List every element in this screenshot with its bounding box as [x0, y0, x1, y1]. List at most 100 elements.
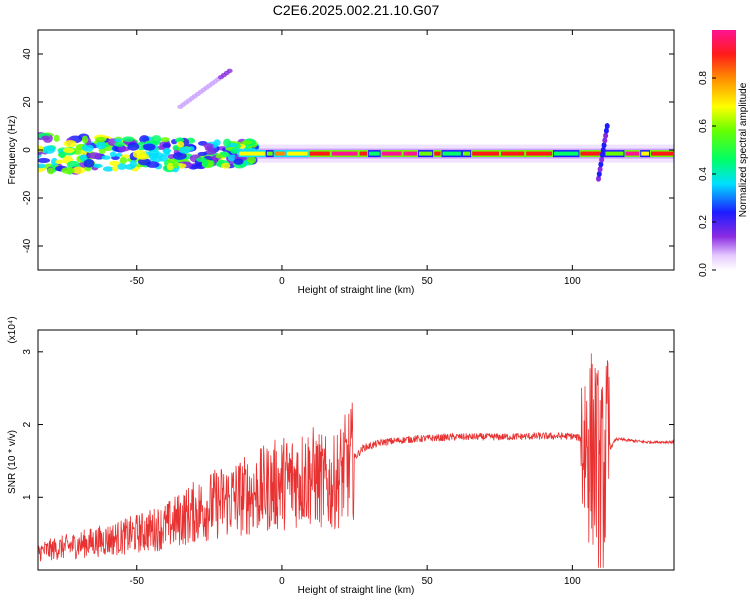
colorbar-tick-label: 0.0 — [698, 263, 709, 277]
ridge-core — [605, 151, 624, 156]
spectrogram-blob — [94, 136, 107, 143]
ridge-core — [359, 151, 368, 156]
spectrogram-spike — [601, 142, 607, 149]
spectrogram-blob — [117, 146, 130, 152]
spectrogram-blob — [101, 155, 111, 160]
spectrogram-blob — [38, 145, 44, 152]
y-tick-label: 2 — [22, 421, 33, 427]
spectrogram-blob — [41, 135, 50, 140]
spectrogram-blob — [72, 166, 86, 175]
colorbar-ticks: 0.0 0.2 0.4 0.6 0.8 — [698, 71, 716, 277]
spectrogram-blob — [247, 155, 257, 164]
spectrogram-blob — [129, 159, 137, 169]
spectrogram-blob — [51, 157, 58, 167]
ridge-core — [434, 151, 441, 156]
spectrogram-ylabel: Frequency (Hz) — [7, 116, 18, 185]
spectrogram-spike — [603, 132, 609, 139]
ridge-core — [403, 151, 418, 156]
snr-ylabel: SNR (10 * v/v) — [7, 430, 18, 494]
ridge-core — [526, 151, 552, 156]
ridge-core — [625, 151, 640, 156]
ridge-core — [553, 151, 579, 156]
ridge-core — [239, 151, 265, 156]
spectrogram-blob — [115, 152, 123, 158]
ridge-core — [331, 151, 358, 156]
colorbar-label: Normalized spectral amplitude — [738, 82, 749, 217]
snr-multiplier: (x10⁴) — [7, 316, 18, 343]
spectrogram-blob — [47, 167, 55, 175]
spectrogram-blob — [92, 163, 103, 168]
ridge-core — [286, 151, 308, 156]
spectrogram-content — [38, 68, 674, 182]
colorbar-gradient — [712, 30, 736, 270]
spectrogram-spike — [602, 137, 608, 144]
spectrogram-blob — [233, 158, 244, 165]
ridge-core — [442, 151, 461, 156]
ridge-core — [266, 151, 273, 156]
spectrogram-blob — [102, 166, 114, 172]
ridge-core — [641, 151, 649, 156]
ridge-core — [419, 151, 433, 156]
spectrogram-blob — [122, 136, 135, 142]
spectrogram-blob — [163, 147, 171, 157]
spectrogram-blob — [38, 150, 44, 155]
spectrogram-ticks: -50 0 50 100 -40 -20 0 20 40 — [22, 30, 674, 287]
x-tick-label: 100 — [564, 576, 581, 587]
spectrogram-spike — [598, 161, 604, 168]
y-tick-label: -40 — [22, 238, 33, 253]
x-tick-label: 0 — [279, 276, 285, 287]
y-tick-label: 1 — [22, 494, 33, 500]
snr-frame — [37, 329, 675, 571]
spectrogram-blob — [204, 146, 215, 152]
snr-xlabel: Height of straight line (km) — [298, 585, 415, 596]
spectrogram-blob — [119, 156, 128, 164]
y-tick-label: 40 — [22, 48, 33, 60]
spectrogram-xlabel: Height of straight line (km) — [298, 285, 415, 296]
ridge-core — [462, 151, 471, 156]
spectrogram-blob — [79, 154, 88, 161]
spectrogram-blob — [197, 151, 208, 156]
spectrogram-blob — [172, 151, 187, 160]
colorbar-tick-label: 0.4 — [698, 167, 709, 181]
ridge-core — [472, 151, 499, 156]
spectrogram-spike — [603, 127, 609, 134]
spectrogram-blob — [230, 148, 240, 154]
spectrogram-blob — [87, 152, 102, 159]
spectrogram-blob — [160, 137, 170, 143]
spectrogram-blob — [226, 68, 233, 74]
spectrogram-blob — [178, 146, 191, 154]
spectrogram-blob — [136, 153, 150, 160]
spectrogram-blob — [109, 151, 117, 158]
ridge-core — [580, 151, 604, 156]
colorbar-tick-label: 0.8 — [698, 71, 709, 85]
spectrogram-blob — [53, 134, 60, 142]
ridge-core — [274, 151, 285, 156]
spectrogram-spike — [600, 147, 606, 153]
spectrogram-blob — [114, 138, 122, 143]
spectrogram-blob — [116, 163, 127, 170]
spectrogram-blob — [223, 138, 232, 147]
spectrogram-blob — [59, 151, 66, 159]
spectrogram-blob — [109, 160, 120, 166]
spectrogram-blob — [61, 167, 75, 175]
ridge-core — [381, 151, 402, 156]
y-tick-label: 0 — [22, 147, 33, 153]
spectrogram-blob — [38, 163, 46, 169]
spectrogram-blob — [55, 159, 64, 165]
spectrogram-blob — [83, 158, 95, 168]
spectrogram-blob — [127, 142, 140, 151]
ridge-core — [369, 151, 380, 156]
snr-line — [38, 353, 674, 568]
spectrogram-blob — [114, 141, 125, 147]
spectrogram-blob — [172, 160, 179, 169]
spectrogram-spike — [599, 156, 605, 163]
x-tick-label: 50 — [422, 276, 434, 287]
y-tick-label: 3 — [22, 349, 33, 355]
y-tick-label: -20 — [22, 190, 33, 205]
spectrogram-blob — [215, 154, 224, 159]
spectrogram-blob — [176, 141, 185, 148]
snr-content — [38, 353, 674, 568]
x-tick-label: -50 — [130, 276, 145, 287]
spectrogram-blob — [162, 143, 171, 148]
